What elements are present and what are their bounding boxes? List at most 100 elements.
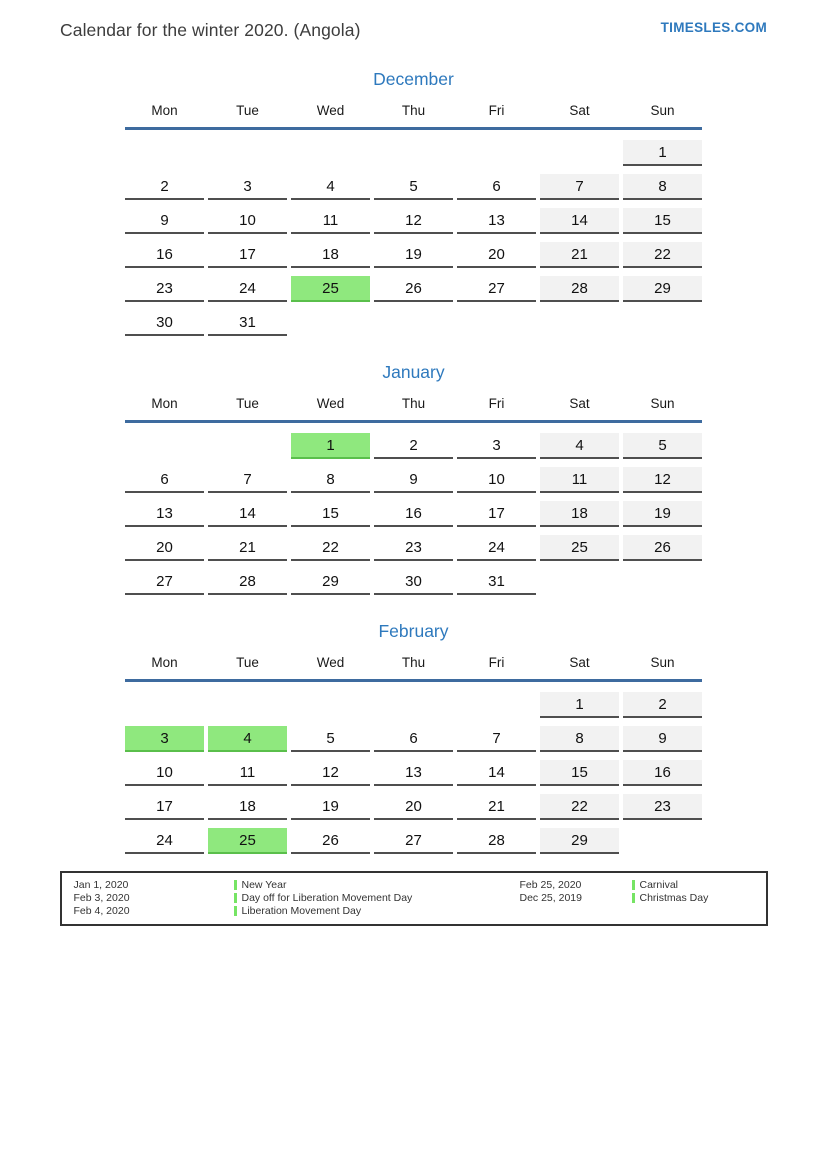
empty-cell: [208, 692, 287, 718]
empty-cell: [374, 140, 453, 166]
day-cell: 3: [208, 174, 287, 200]
empty-cell: [540, 140, 619, 166]
weekend-day-cell: 21: [540, 242, 619, 268]
weekend-day-cell: 2: [623, 692, 702, 718]
weekday-label: Tue: [236, 655, 259, 670]
month-title: December: [373, 69, 454, 89]
legend-row: Feb 3, 2020 Day off for Liberation Moveme…: [74, 892, 520, 905]
day-cell: 30: [125, 310, 204, 336]
legend-label: New Year: [241, 879, 287, 891]
weekday-label: Mon: [151, 103, 178, 118]
empty-cell: [540, 569, 619, 595]
day-cell: 3: [457, 433, 536, 459]
day-cell: 30: [374, 569, 453, 595]
empty-cell: [374, 310, 453, 336]
weekday-label: Fri: [488, 103, 505, 118]
empty-cell: [623, 310, 702, 336]
day-cell: 10: [125, 760, 204, 786]
day-cell: 7: [457, 726, 536, 752]
weekend-day-cell: 15: [540, 760, 619, 786]
legend-row: Feb 25, 2020 Carnival: [520, 879, 766, 892]
day-grid: 1 2 3 4 5 6 7 8 9 10 11 12 13 14 15 16 17 18 19 20 21 22 23 24 2…: [125, 692, 702, 854]
day-cell: 16: [374, 501, 453, 527]
weekend-day-cell: 1: [540, 692, 619, 718]
day-cell: 26: [374, 276, 453, 302]
day-cell: 18: [291, 242, 370, 268]
day-cell: 9: [125, 208, 204, 234]
weekday-label: Sat: [569, 103, 590, 118]
day-cell: 20: [374, 794, 453, 820]
day-cell: 6: [125, 467, 204, 493]
legend-group: Feb 25, 2020 Carnival Dec 25, 2019 Christma…: [520, 879, 766, 905]
day-cell: 24: [208, 276, 287, 302]
empty-cell: [208, 140, 287, 166]
empty-cell: [457, 140, 536, 166]
empty-cell: [291, 692, 370, 718]
weekend-day-cell: 1: [623, 140, 702, 166]
weekend-day-cell: 7: [540, 174, 619, 200]
weekend-day-cell: 8: [623, 174, 702, 200]
day-cell: 4: [291, 174, 370, 200]
day-cell: 29: [291, 569, 370, 595]
weekend-day-cell: 4: [540, 433, 619, 459]
day-cell: 14: [457, 760, 536, 786]
legend-date: Feb 25, 2020: [519, 879, 582, 891]
day-cell: 21: [457, 794, 536, 820]
legend-label: Christmas Day: [639, 892, 709, 904]
day-cell: 27: [457, 276, 536, 302]
weekend-day-cell: 12: [623, 467, 702, 493]
day-cell: 10: [208, 208, 287, 234]
day-cell: 14: [208, 501, 287, 527]
day-cell: 11: [208, 760, 287, 786]
empty-cell: [125, 692, 204, 718]
empty-cell: [623, 828, 702, 854]
weekday-label: Sun: [650, 655, 675, 670]
legend-row: Jan 1, 2020 New Year: [74, 879, 520, 892]
day-cell: 17: [125, 794, 204, 820]
day-cell: 13: [374, 760, 453, 786]
weekday-label: Fri: [488, 396, 505, 411]
holiday-day-cell: 4: [208, 726, 287, 752]
day-cell: 24: [457, 535, 536, 561]
day-cell: 23: [125, 276, 204, 302]
empty-cell: [457, 692, 536, 718]
brand-link[interactable]: TIMESLES.COM: [660, 20, 767, 35]
day-cell: 27: [125, 569, 204, 595]
weekend-day-cell: 9: [623, 726, 702, 752]
weekday-label: Thu: [401, 655, 426, 670]
legend-row: Feb 4, 2020 Liberation Movement Day: [74, 905, 520, 918]
weekend-day-cell: 18: [540, 501, 619, 527]
calendar-months: December Mon Tue Wed Thu Fri Sat Sun 1 2 3 4 5 6 7 8 9 10…: [0, 67, 827, 854]
weekend-day-cell: 16: [623, 760, 702, 786]
legend-date: Feb 3, 2020: [73, 892, 130, 904]
weekday-label: Sat: [569, 655, 590, 670]
weekday-label: Tue: [236, 103, 259, 118]
weekday-label: Sun: [650, 103, 675, 118]
weekend-day-cell: 22: [623, 242, 702, 268]
weekday-label: Thu: [401, 103, 426, 118]
day-cell: 11: [291, 208, 370, 234]
month-december: December Mon Tue Wed Thu Fri Sat Sun 1 2 3 4 5 6 7 8 9 10…: [125, 67, 702, 336]
weekday-label: Mon: [151, 655, 178, 670]
legend-row: Dec 25, 2019 Christmas Day: [520, 892, 766, 905]
day-cell: 8: [291, 467, 370, 493]
weekend-day-cell: 8: [540, 726, 619, 752]
day-cell: 5: [374, 174, 453, 200]
weekday-label: Fri: [488, 655, 505, 670]
day-cell: 19: [291, 794, 370, 820]
month-february: February Mon Tue Wed Thu Fri Sat Sun 1 2 3 4 5 6 7 8 9 10…: [125, 619, 702, 854]
weekday-label: Tue: [236, 396, 259, 411]
weekday-label: Wed: [316, 396, 345, 411]
weekend-day-cell: 26: [623, 535, 702, 561]
weekday-label: Sat: [569, 396, 590, 411]
month-title: February: [378, 621, 449, 641]
day-cell: 13: [457, 208, 536, 234]
month-january: January Mon Tue Wed Thu Fri Sat Sun 1 2 3 4 5 6 7 8 9 10 1…: [125, 360, 702, 595]
legend-date: Feb 4, 2020: [73, 905, 130, 917]
day-cell: 10: [457, 467, 536, 493]
day-cell: 17: [457, 501, 536, 527]
empty-cell: [125, 433, 204, 459]
empty-cell: [374, 692, 453, 718]
day-cell: 31: [457, 569, 536, 595]
holiday-day-cell: 25: [291, 276, 370, 302]
